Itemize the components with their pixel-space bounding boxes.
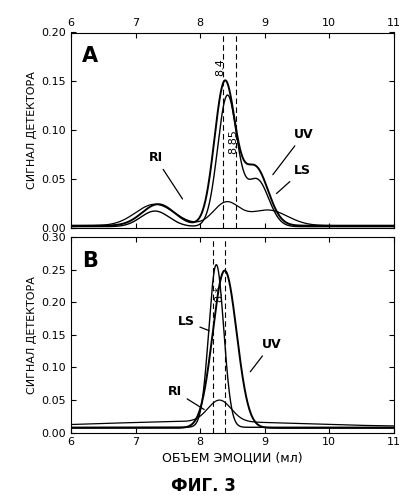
Text: A: A <box>82 46 98 66</box>
Text: 8.4: 8.4 <box>215 58 225 76</box>
Text: LS: LS <box>276 164 310 194</box>
Text: UV: UV <box>249 338 280 372</box>
X-axis label: ОБЪЕМ ЭМОЦИИ (мл): ОБЪЕМ ЭМОЦИИ (мл) <box>162 452 302 464</box>
Text: ФИГ. 3: ФИГ. 3 <box>170 477 235 495</box>
Y-axis label: СИГНАЛ ДЕТЕКТОРА: СИГНАЛ ДЕТЕКТОРА <box>27 276 37 394</box>
Text: LS: LS <box>177 315 209 330</box>
Text: RI: RI <box>148 152 182 199</box>
Text: 8.*: 8.* <box>213 286 223 302</box>
Text: 8.85: 8.85 <box>228 130 237 154</box>
Text: RI: RI <box>168 385 204 409</box>
Text: B: B <box>82 251 98 271</box>
Y-axis label: СИГНАЛ ДЕТЕКТОРА: СИГНАЛ ДЕТЕКТОРА <box>27 71 37 189</box>
Text: UV: UV <box>272 128 313 174</box>
